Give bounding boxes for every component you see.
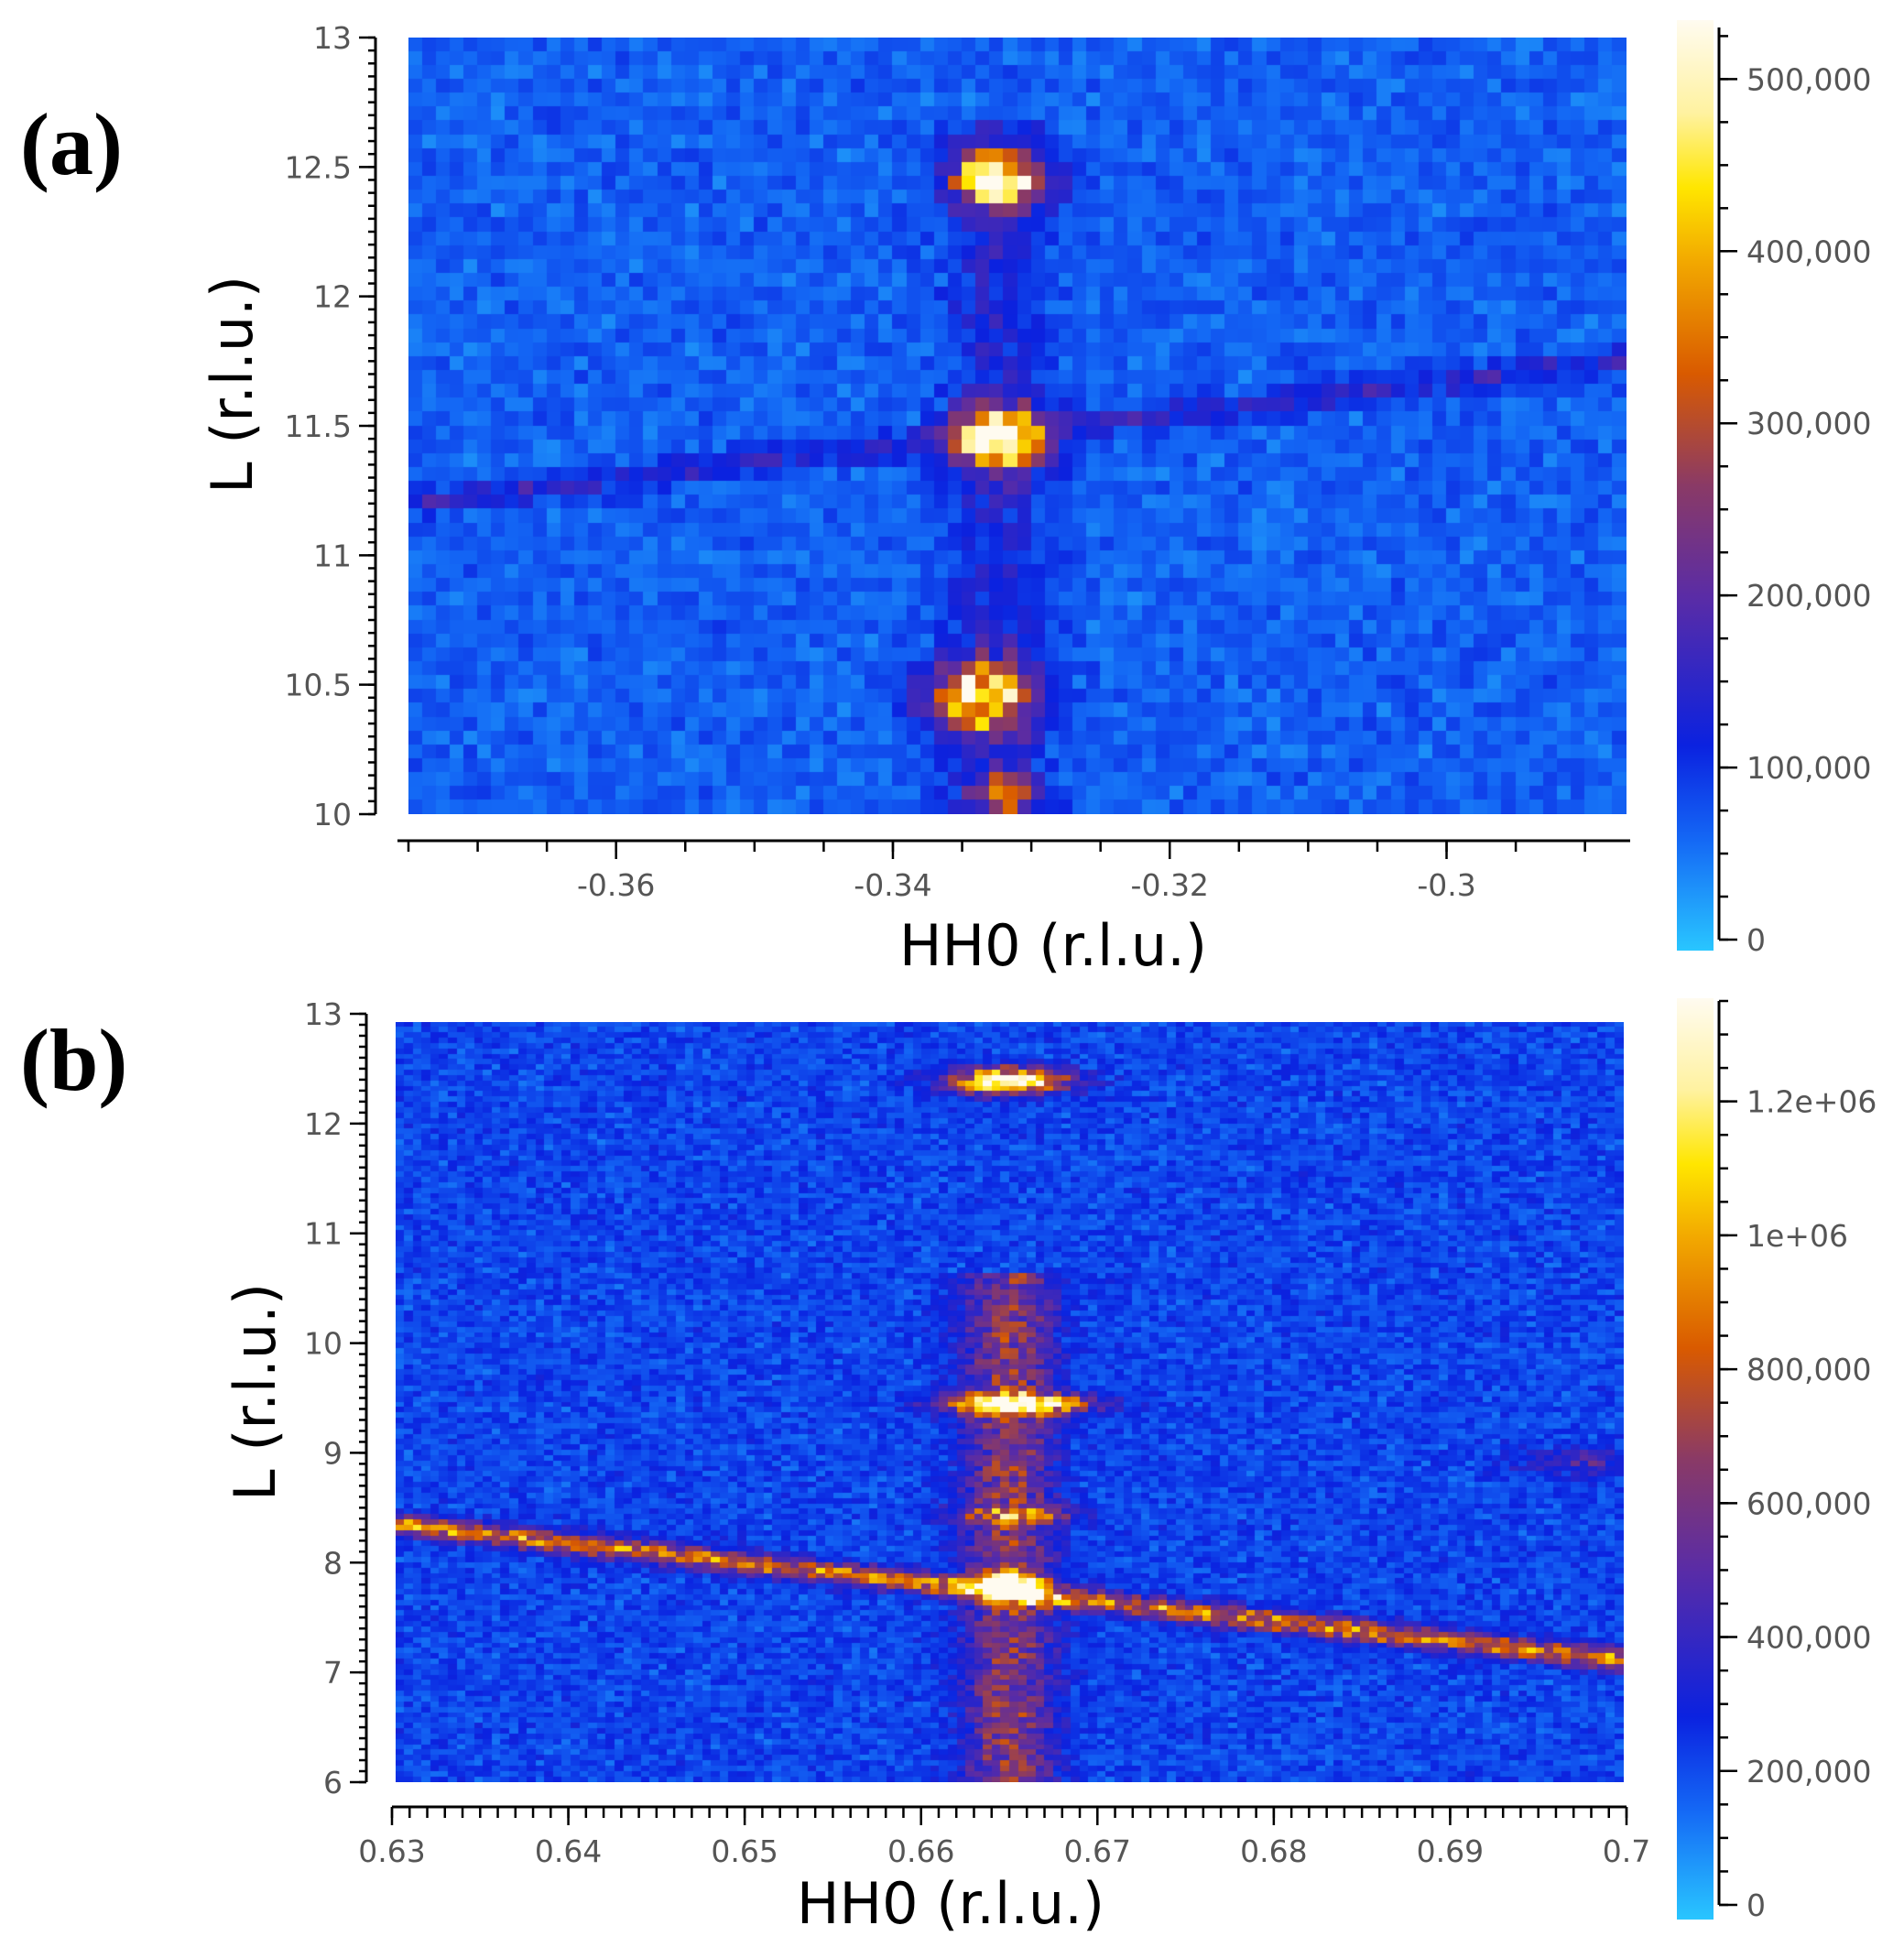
panel-a-x-tick-label: -0.32 [1131, 867, 1209, 903]
panel-a-colorbar-tick-label: 0 [1746, 922, 1766, 958]
panel-a-heatmap [408, 38, 1627, 814]
panel-a-colorbar: 0 100,000 200,000 300,000 400,000 500,000 [1677, 20, 1871, 958]
panel-a-y-tick-label: 10 [313, 797, 352, 832]
panel-b-colorbar-axis: 0 200,000 400,000 600,000 800,000 1e+06 1.2e+0… [1717, 999, 1877, 1923]
panel-a-x-axis-title: HH0 (r.l.u.) [899, 912, 1207, 979]
panel-b-y-axis-title: L (r.l.u.) [222, 1283, 288, 1501]
panel-a-y-tick-label: 13 [313, 20, 352, 56]
panel-b-x-tick-label: 0.65 [711, 1833, 778, 1869]
panel-a-y-tick-label: 10.5 [285, 668, 352, 703]
panel-a-colorbar-tick-label: 300,000 [1746, 406, 1871, 441]
panel-b-y-tick-label: 11 [304, 1216, 343, 1252]
panel-b-colorbar-gradient [1677, 998, 1714, 1920]
panel-b-label: (b) [20, 1011, 127, 1109]
panel-b-y-tick-label: 8 [323, 1545, 343, 1581]
panel-b-axes: 6 7 8 9 10 11 12 13 0.63 0.64 0.65 0.66 0.67 0.68 0.69… [304, 996, 1650, 1869]
panel-a-y-tick-label: 11.5 [285, 408, 352, 444]
panel-a-x-tick-label: -0.36 [577, 867, 655, 903]
panel-b-y-tick-label: 9 [323, 1435, 343, 1471]
panel-b-colorbar-tick-label: 0 [1746, 1887, 1766, 1923]
panel-a-colorbar-tick-label: 500,000 [1746, 61, 1871, 97]
panel-b-x-tick-label: 0.64 [535, 1833, 602, 1869]
panel-b-y-tick-label: 10 [304, 1326, 343, 1362]
panel-b-colorbar-tick-label: 200,000 [1746, 1754, 1871, 1789]
panel-a-colorbar-tick-label: 400,000 [1746, 234, 1871, 269]
panel-b-x-tick-label: 0.66 [887, 1833, 954, 1869]
panel-a-axes: 10 10.5 11 11.5 12 12.5 13 -0.36 -0.34 -0.32 -0.3 [285, 20, 1630, 903]
panel-a-heatmap-image [408, 38, 1627, 814]
panel-b-y-tick-label: 13 [304, 996, 343, 1032]
panel-a-y-tick-label: 12 [313, 279, 352, 315]
panel-b-colorbar-tick-label: 400,000 [1746, 1620, 1871, 1656]
panel-b-colorbar: 0 200,000 400,000 600,000 800,000 1e+06 1.2e+0… [1677, 998, 1877, 1923]
panel-a-y-tick-label: 12.5 [285, 149, 352, 185]
panel-a-colorbar-axis: 0 100,000 200,000 300,000 400,000 500,000 [1717, 27, 1871, 958]
panel-b-colorbar-tick-label: 600,000 [1746, 1485, 1871, 1521]
panel-b-x-tick-label: 0.68 [1240, 1833, 1307, 1869]
panel-a-y-tick-label: 11 [313, 538, 352, 573]
panel-b-colorbar-tick-label: 1.2e+06 [1746, 1084, 1877, 1120]
panel-b-y-tick-label: 6 [323, 1765, 343, 1800]
panel-b: (b) 6 7 8 9 10 11 12 13 0.63 0.64 0.65 0.66 0.67 0.68… [20, 996, 1877, 1937]
panel-b-heatmap-image [396, 1022, 1624, 1782]
panel-a-x-tick-label: -0.3 [1417, 867, 1475, 903]
panel-a-x-tick-label: -0.34 [854, 867, 931, 903]
panel-b-colorbar-tick-label: 1e+06 [1746, 1218, 1848, 1254]
panel-b-heatmap [396, 1022, 1624, 1782]
panel-a: (a) 10 10.5 11 11.5 12 12.5 13 -0.36 -0.34 -0.32 -… [20, 20, 1871, 979]
panel-a-colorbar-tick-label: 200,000 [1746, 578, 1871, 614]
panel-b-y-tick-label: 7 [323, 1655, 343, 1691]
panel-b-x-tick-label: 0.67 [1064, 1833, 1131, 1869]
panel-b-x-tick-label: 0.69 [1417, 1833, 1484, 1869]
panel-b-y-tick-label: 12 [304, 1106, 343, 1142]
panel-b-colorbar-tick-label: 800,000 [1746, 1352, 1871, 1387]
panel-a-label: (a) [20, 95, 123, 193]
panel-a-colorbar-tick-label: 100,000 [1746, 750, 1871, 786]
panel-a-y-axis-title: L (r.l.u.) [199, 276, 266, 494]
panel-a-colorbar-gradient [1677, 20, 1714, 951]
panel-b-x-axis-title: HH0 (r.l.u.) [797, 1870, 1104, 1937]
panel-b-x-tick-label: 0.63 [358, 1833, 425, 1869]
panel-b-x-tick-label: 0.7 [1603, 1833, 1650, 1869]
